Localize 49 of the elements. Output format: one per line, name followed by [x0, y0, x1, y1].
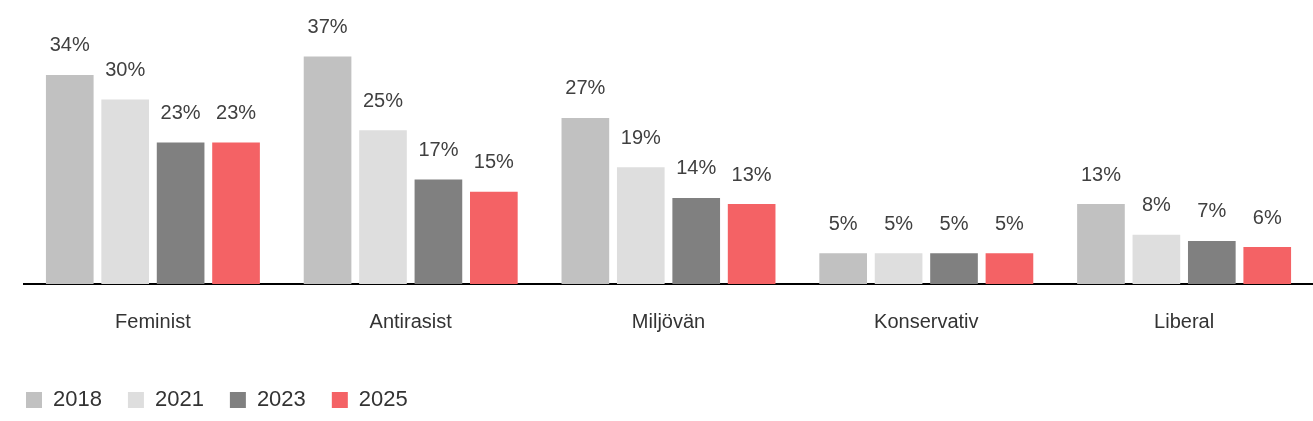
data-label: 30% — [105, 58, 146, 81]
x-tick-label: Miljövän — [631, 309, 706, 332]
bar — [359, 130, 407, 284]
bar — [1187, 240, 1236, 284]
bar — [616, 167, 665, 284]
data-label: 7% — [1197, 199, 1227, 222]
bar — [930, 253, 978, 284]
data-label: 13% — [731, 162, 772, 185]
bar — [561, 117, 610, 284]
bar — [819, 253, 867, 284]
bar — [874, 253, 923, 284]
data-label: 13% — [1080, 162, 1122, 185]
data-label: 5% — [939, 211, 969, 234]
bar — [212, 142, 260, 284]
bar — [101, 99, 150, 284]
bar — [470, 191, 518, 284]
legend-label: 2023 — [256, 386, 306, 412]
data-label: 25% — [362, 88, 404, 111]
x-tick-label: Feminist — [115, 309, 192, 332]
data-label: 27% — [565, 76, 606, 99]
bar — [727, 204, 776, 284]
bar — [672, 197, 721, 284]
x-tick-label: Konservativ — [874, 309, 979, 332]
bar — [1132, 234, 1181, 284]
data-label: 5% — [828, 211, 858, 234]
data-label: 23% — [160, 101, 201, 124]
data-label: 5% — [994, 211, 1025, 234]
x-tick-label: Liberal — [1154, 309, 1215, 332]
bar — [45, 74, 94, 284]
data-label: 17% — [418, 137, 459, 160]
data-label: 19% — [620, 125, 662, 148]
data-label: 37% — [307, 14, 348, 37]
data-label: 15% — [473, 150, 515, 173]
data-label: 23% — [216, 101, 257, 124]
bar — [303, 56, 352, 284]
x-tick-label: Antirasist — [369, 309, 453, 332]
legend-label: 2021 — [154, 386, 204, 412]
data-label: 5% — [884, 211, 914, 234]
bar — [414, 179, 463, 284]
bar — [985, 253, 1034, 284]
legend-label: 2018 — [53, 386, 102, 412]
bar — [1077, 204, 1125, 284]
bar — [156, 142, 205, 284]
data-label: 6% — [1252, 205, 1282, 228]
data-label: 14% — [676, 156, 717, 179]
data-label: 34% — [49, 33, 90, 56]
data-label: 8% — [1141, 193, 1172, 216]
legend-label: 2025 — [358, 386, 408, 412]
bar — [1243, 247, 1292, 284]
